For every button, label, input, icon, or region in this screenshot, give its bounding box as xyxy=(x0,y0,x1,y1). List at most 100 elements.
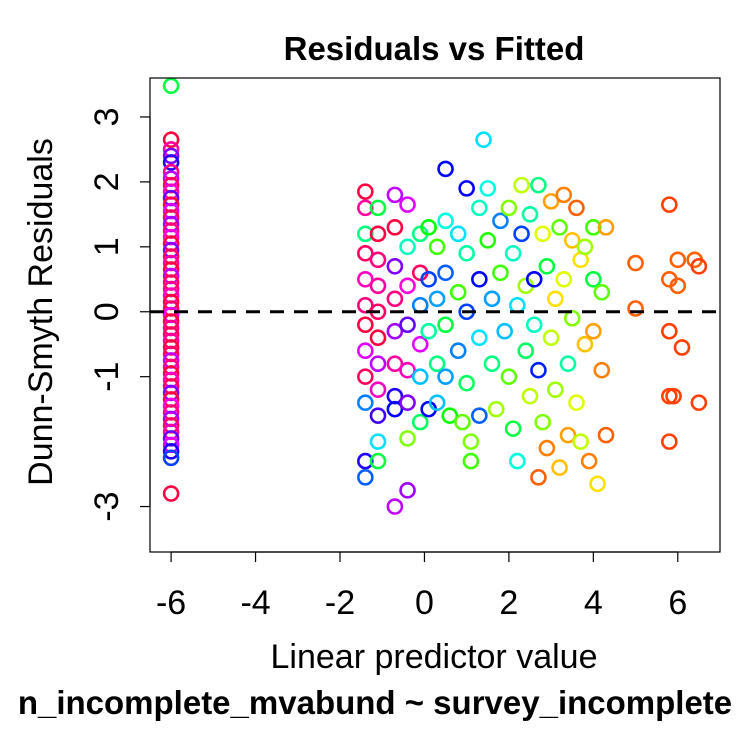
data-point xyxy=(386,498,404,515)
data-point xyxy=(357,316,374,334)
data-point xyxy=(492,264,509,282)
data-point xyxy=(437,316,454,334)
data-point xyxy=(555,186,573,204)
data-point xyxy=(369,225,387,243)
data-point xyxy=(542,193,560,210)
data-point xyxy=(357,469,374,486)
data-point xyxy=(441,407,459,424)
data-point xyxy=(369,407,387,424)
data-point xyxy=(487,400,505,418)
chart-title: Residuals vs Fitted xyxy=(284,30,585,67)
data-point xyxy=(471,329,488,347)
data-point xyxy=(534,225,551,243)
data-point xyxy=(551,219,568,236)
data-point xyxy=(162,154,180,171)
data-point xyxy=(500,199,518,217)
data-point xyxy=(568,199,585,217)
data-point xyxy=(509,452,526,470)
x-tick-label: -4 xyxy=(240,584,270,622)
data-point xyxy=(576,335,594,353)
data-point xyxy=(162,485,180,502)
data-point xyxy=(357,368,374,385)
data-point xyxy=(162,77,180,95)
data-point xyxy=(492,212,509,230)
data-point xyxy=(585,270,602,288)
data-point xyxy=(542,329,560,347)
data-point xyxy=(386,322,404,340)
data-point xyxy=(369,277,387,295)
data-point xyxy=(563,232,581,249)
data-point xyxy=(449,283,467,301)
data-point xyxy=(669,277,687,295)
data-point xyxy=(568,394,585,411)
data-point xyxy=(593,283,611,301)
data-point xyxy=(420,219,437,236)
data-point xyxy=(386,186,404,204)
data-point xyxy=(449,342,467,360)
data-point xyxy=(661,322,678,340)
data-point xyxy=(437,264,454,282)
data-point xyxy=(399,277,416,295)
data-point xyxy=(386,355,404,372)
data-point xyxy=(162,131,180,148)
data-point xyxy=(357,225,374,243)
data-point xyxy=(690,258,708,275)
data-point xyxy=(428,238,446,256)
data-point xyxy=(399,361,416,379)
y-axis: -3 -1 0 1 2 3 xyxy=(88,107,151,522)
data-point xyxy=(428,394,446,411)
data-point xyxy=(369,329,387,347)
data-point xyxy=(471,199,488,217)
data-point xyxy=(483,290,501,308)
y-tick-label: -1 xyxy=(88,362,126,392)
data-point xyxy=(661,196,678,213)
data-point xyxy=(428,290,446,308)
data-point xyxy=(399,482,416,499)
data-point xyxy=(475,131,492,148)
data-point xyxy=(357,199,374,217)
data-point xyxy=(357,452,374,470)
data-point xyxy=(471,270,488,288)
data-point xyxy=(369,355,387,372)
x-tick-label: 2 xyxy=(499,584,518,622)
data-point xyxy=(437,160,454,178)
data-point xyxy=(411,413,429,431)
data-point xyxy=(462,452,480,470)
data-point xyxy=(500,368,518,385)
data-point xyxy=(357,296,374,314)
data-point xyxy=(357,183,374,200)
x-tick-label: 6 xyxy=(668,584,687,622)
data-point xyxy=(369,199,387,217)
data-point xyxy=(479,232,497,249)
data-point xyxy=(589,475,606,493)
data-point xyxy=(555,270,573,288)
data-point xyxy=(530,176,547,194)
data-point xyxy=(471,407,488,424)
data-point xyxy=(517,342,535,360)
data-point xyxy=(593,361,611,379)
data-point xyxy=(690,394,708,411)
y-axis-label: Dunn-Smyth Residuals xyxy=(22,138,60,486)
x-tick-label: 4 xyxy=(584,584,603,622)
data-point xyxy=(386,219,404,236)
x-tick-label: 0 xyxy=(415,584,434,622)
data-point xyxy=(673,339,691,356)
data-point xyxy=(661,433,678,450)
data-point xyxy=(399,196,416,213)
data-point xyxy=(428,355,446,372)
data-point xyxy=(369,251,387,269)
data-point xyxy=(162,443,180,460)
x-axis: -6 -4 -2 0 2 4 6 xyxy=(156,551,687,622)
data-point xyxy=(420,270,437,288)
data-point xyxy=(572,433,589,450)
data-point xyxy=(399,238,416,256)
data-point xyxy=(386,290,404,308)
data-point xyxy=(454,413,471,431)
data-point xyxy=(580,452,598,470)
chart-subtitle: n_incomplete_mvabund ~ survey_incomplete xyxy=(18,684,732,721)
y-tick-label: 3 xyxy=(88,107,126,126)
data-point xyxy=(357,270,374,288)
data-point xyxy=(386,258,404,275)
data-point xyxy=(521,387,539,405)
data-point xyxy=(551,459,568,476)
